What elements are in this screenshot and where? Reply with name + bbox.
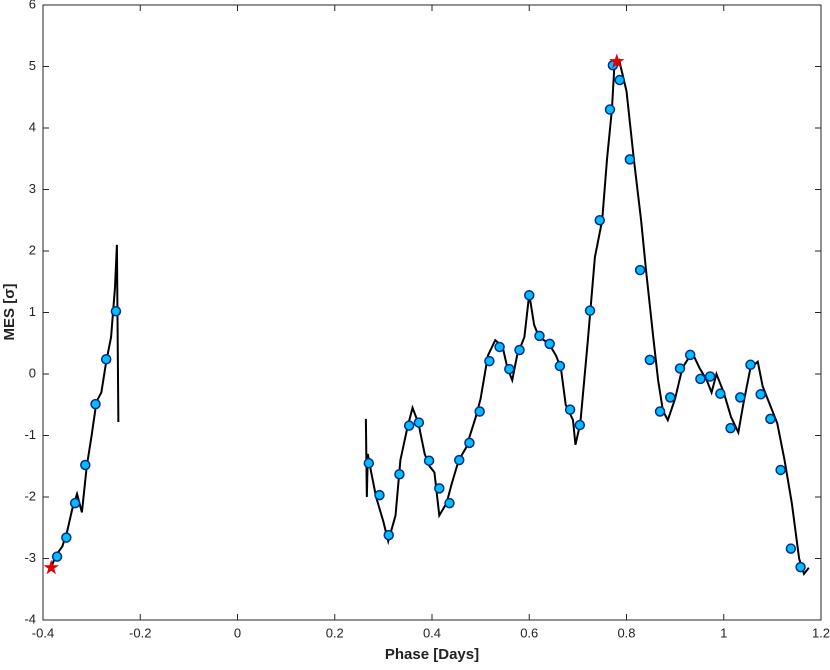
marker	[584, 305, 596, 316]
marker	[110, 306, 122, 317]
marker	[434, 483, 445, 494]
y-tick-label: 1	[29, 304, 36, 319]
y-tick-label: 0	[29, 365, 36, 380]
x-tick-label: 0	[234, 625, 241, 640]
marker	[624, 154, 636, 165]
marker	[654, 406, 666, 417]
marker	[725, 422, 736, 434]
marker	[494, 341, 505, 353]
y-tick-label: -3	[24, 550, 36, 565]
x-tick-label: 1.2	[812, 625, 830, 640]
marker	[785, 543, 797, 554]
marker	[765, 413, 776, 425]
marker	[504, 363, 515, 375]
marker	[453, 454, 465, 466]
y-tick-label: 6	[29, 0, 36, 11]
marker	[634, 264, 646, 276]
marker	[383, 529, 394, 541]
x-tick-label: 0.2	[326, 625, 344, 640]
marker	[69, 497, 81, 509]
marker	[745, 359, 756, 371]
x-axis-label: Phase [Days]	[385, 646, 479, 663]
star-marker	[609, 53, 625, 69]
marker	[474, 406, 485, 417]
marker	[684, 349, 696, 361]
marker	[403, 420, 415, 431]
marker	[704, 371, 716, 382]
marker	[755, 389, 766, 400]
marker	[413, 417, 425, 428]
marker	[444, 497, 455, 509]
y-tick-label: 3	[29, 181, 36, 196]
marker	[524, 290, 535, 301]
star-marker	[43, 559, 59, 575]
marker	[374, 489, 385, 501]
x-tick-label: 0.6	[520, 625, 538, 640]
marker	[564, 404, 576, 415]
x-tick-label: 0.4	[423, 625, 441, 640]
marker	[484, 355, 495, 367]
x-tick-label: 1	[720, 625, 727, 640]
marker	[363, 457, 375, 469]
marker	[61, 532, 72, 543]
x-tick-label: 0.8	[617, 625, 635, 640]
marker	[665, 392, 676, 403]
marker	[775, 464, 786, 476]
y-tick-label: 4	[29, 119, 36, 134]
marker	[80, 459, 91, 471]
y-axis-label: MES [σ]	[1, 284, 18, 341]
marker	[554, 360, 566, 372]
marker	[100, 353, 112, 365]
marker	[544, 338, 555, 350]
x-tick-label: -0.2	[129, 625, 151, 640]
y-tick-label: -2	[24, 488, 36, 503]
marker	[695, 373, 706, 385]
y-tick-label: -1	[24, 427, 36, 442]
marker	[534, 330, 545, 342]
y-tick-label: 5	[29, 58, 36, 73]
marker	[594, 215, 606, 226]
marker	[423, 455, 435, 466]
marker	[464, 437, 475, 449]
plot-frame	[42, 4, 822, 621]
x-tick-label: -0.4	[32, 625, 54, 640]
marker	[574, 419, 586, 431]
marker	[604, 104, 616, 115]
marker	[735, 392, 746, 403]
y-tick-label: 2	[29, 242, 36, 257]
marker	[394, 468, 405, 480]
marker	[644, 354, 656, 366]
marker	[514, 344, 525, 356]
marker	[51, 551, 63, 562]
marker	[715, 388, 726, 399]
marker	[674, 363, 686, 374]
marker	[795, 561, 806, 573]
marker	[614, 74, 625, 86]
y-tick-label: -4	[24, 611, 36, 626]
marker	[90, 398, 101, 410]
